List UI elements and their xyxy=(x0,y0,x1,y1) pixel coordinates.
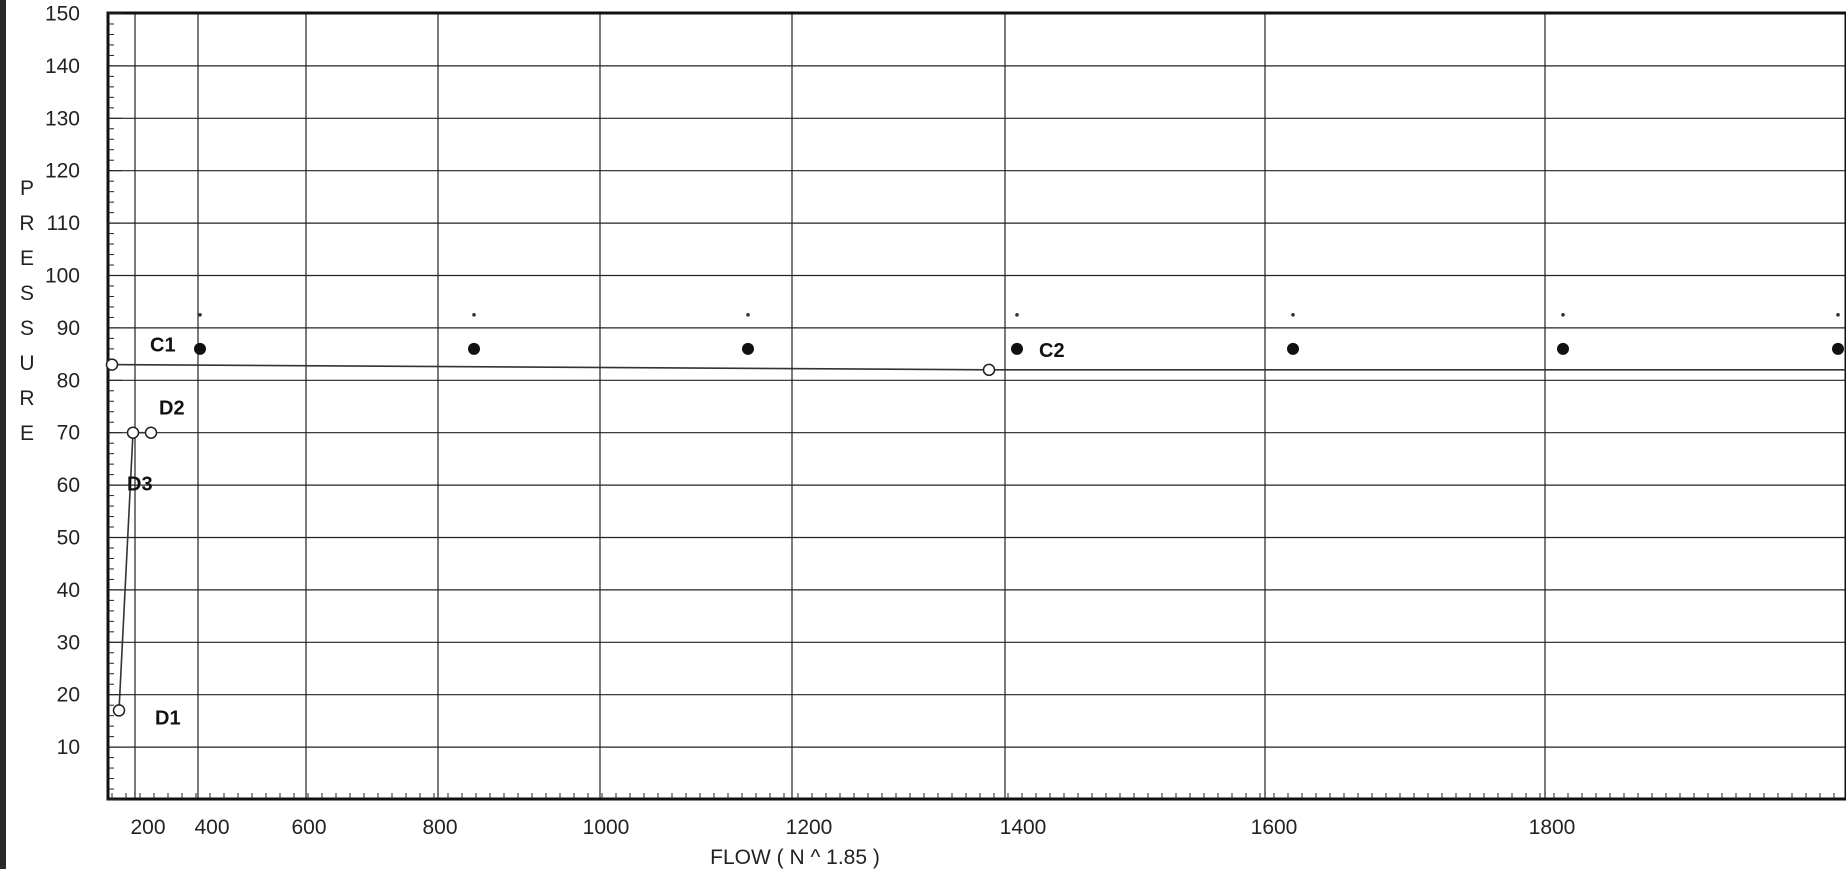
marker-speck xyxy=(1015,313,1019,317)
y-tick-label: 90 xyxy=(57,317,80,340)
x-axis-title: FLOW ( N ^ 1.85 ) xyxy=(710,846,880,869)
point-labels: D1 D3 D2 C1 C2 xyxy=(127,335,1065,730)
x-tick-label: 1200 xyxy=(786,816,833,839)
scan-border xyxy=(0,0,6,869)
y-tick-label: 30 xyxy=(57,631,80,654)
y-axis-title-letter: E xyxy=(20,247,34,270)
marker-dot xyxy=(1557,342,1569,355)
y-tick-label: 60 xyxy=(57,474,80,497)
marker-speck xyxy=(1561,313,1565,317)
marker-dot xyxy=(194,342,206,355)
marker-dot xyxy=(1832,342,1844,355)
series-line xyxy=(111,363,1846,371)
y-tick-label: 80 xyxy=(57,369,80,392)
y-tick-label: 10 xyxy=(57,736,80,759)
x-tick-label: 400 xyxy=(194,816,229,839)
x-tick-label: 600 xyxy=(291,816,326,839)
y-tick-label: 110 xyxy=(47,212,80,235)
marker-dot xyxy=(468,342,480,355)
marker-dot xyxy=(742,342,754,355)
series-lines xyxy=(105,358,1846,717)
minor-ticks xyxy=(108,13,1835,800)
y-tick-label: 150 xyxy=(45,3,80,26)
y-axis-title-letter: P xyxy=(20,177,34,200)
marker-speck xyxy=(746,313,750,317)
data-point xyxy=(105,358,119,371)
marker-speck xyxy=(1836,313,1840,317)
y-tick-label: 140 xyxy=(45,55,80,78)
y-axis-title-letter: S xyxy=(20,317,34,340)
x-tick-label: 200 xyxy=(130,816,165,839)
x-tick-label: 1000 xyxy=(583,816,630,839)
x-tick-label: 1400 xyxy=(1000,816,1047,839)
y-axis-title-letter: S xyxy=(20,282,34,305)
point-label: C1 xyxy=(150,335,176,357)
point-label: D1 xyxy=(155,707,181,729)
marker-dot xyxy=(1011,342,1023,355)
plot-frame xyxy=(106,11,1846,801)
data-point xyxy=(126,426,140,439)
y-tick-label: 50 xyxy=(57,527,80,550)
x-tick-labels: 200 400 600 800 1000 1200 1400 1600 1800 xyxy=(130,816,1575,839)
y-tick-label: 70 xyxy=(57,422,80,445)
data-point xyxy=(982,363,996,377)
x-tick-label: 1600 xyxy=(1251,816,1298,839)
grid xyxy=(108,13,1846,799)
data-point xyxy=(144,426,158,439)
y-tick-label: 130 xyxy=(45,107,80,130)
y-tick-label: 40 xyxy=(57,579,80,602)
y-axis-title-letter: R xyxy=(19,387,34,410)
y-tick-label: 120 xyxy=(45,160,80,183)
y-axis-title-letter: R xyxy=(19,212,34,235)
point-label: D2 xyxy=(159,398,185,420)
x-tick-label: 800 xyxy=(422,816,457,839)
marker-speck xyxy=(472,313,476,317)
data-point xyxy=(112,704,126,717)
y-tick-labels: 150 140 130 120 110 100 90 80 70 60 50 40 30 20 10 xyxy=(45,3,80,760)
marker-speck xyxy=(198,313,202,317)
marker-dot xyxy=(1287,342,1299,355)
y-tick-label: 100 xyxy=(45,265,80,288)
point-label: D3 xyxy=(127,474,153,496)
point-label: C2 xyxy=(1039,340,1065,362)
data-markers xyxy=(194,313,1844,355)
marker-speck xyxy=(1291,313,1295,317)
y-tick-label: 20 xyxy=(57,684,80,707)
y-axis-title-letter: E xyxy=(20,422,34,445)
y-axis-title-letter: U xyxy=(19,352,34,375)
x-tick-label: 1800 xyxy=(1529,816,1576,839)
